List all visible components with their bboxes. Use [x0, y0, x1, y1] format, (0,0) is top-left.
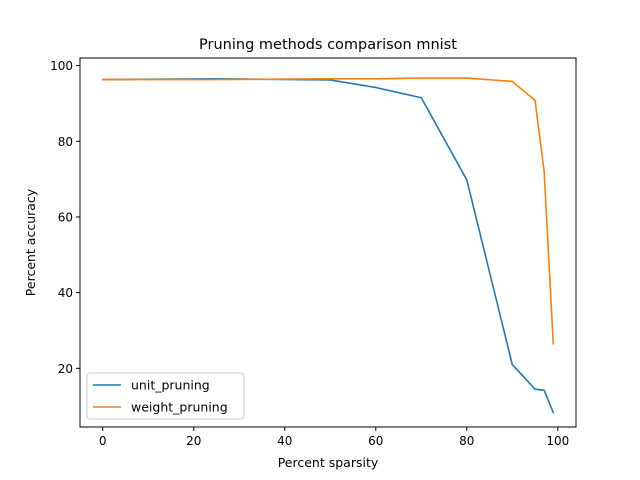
x-tick-label: 80	[459, 434, 474, 448]
legend-label-weight-pruning: weight_pruning	[131, 400, 228, 415]
y-tick-label: 80	[58, 135, 73, 149]
series-line-weight-pruning	[101, 77, 555, 345]
y-tick-label: 60	[58, 210, 73, 224]
legend-label-unit-pruning: unit_pruning	[131, 378, 210, 393]
y-tick-label: 20	[58, 362, 73, 376]
legend-box	[86, 372, 245, 420]
chart-title: Pruning methods comparison mnist	[199, 37, 457, 53]
x-axis-ticks: 0 20 40 60 80 100	[99, 427, 569, 448]
legend: unit_pruning weight_pruning	[86, 372, 245, 420]
x-tick-label: 20	[186, 434, 201, 448]
y-axis-label: Percent accuracy	[23, 188, 38, 296]
plot-area-frame	[79, 57, 577, 428]
x-tick-label: 0	[99, 434, 107, 448]
x-tick-label: 60	[368, 434, 383, 448]
y-tick-label: 40	[58, 286, 73, 300]
x-tick-label: 40	[277, 434, 292, 448]
series-layer	[101, 77, 555, 414]
x-tick-label: 100	[546, 434, 569, 448]
y-tick-label: 100	[50, 59, 73, 73]
x-axis-label: Percent sparsity	[278, 455, 379, 470]
y-axis-ticks: 20 40 60 80 100	[50, 59, 80, 376]
